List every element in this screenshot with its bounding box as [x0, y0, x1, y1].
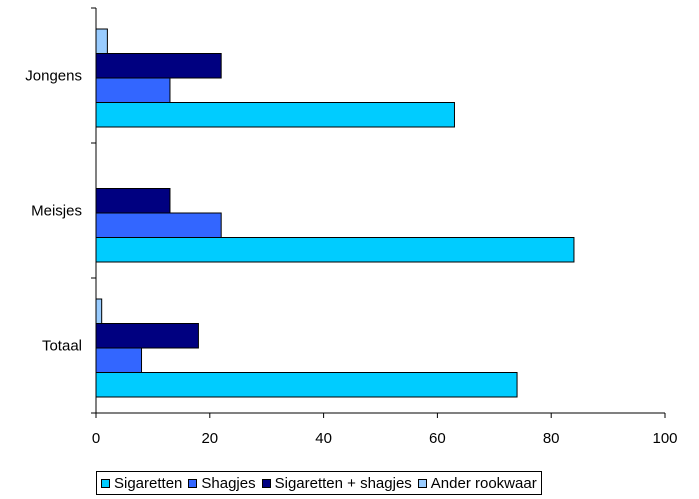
x-tick-label: 40	[315, 430, 332, 447]
legend-item-2: Sigaretten + shagjes	[261, 474, 412, 492]
bar-meisjes-1	[95, 212, 222, 238]
bar-jongens-1	[95, 77, 171, 103]
category-label-meisjes: Meisjes	[31, 203, 82, 220]
legend: Sigaretten Shagjes Sigaretten + shagjes And…	[96, 471, 542, 495]
x-tick-label: 100	[652, 430, 677, 447]
bar-totaal-0	[95, 372, 518, 398]
axes-group	[91, 7, 666, 418]
bar-totaal-1	[95, 347, 143, 373]
legend-swatch	[417, 478, 427, 488]
bar-meisjes-2	[95, 188, 171, 214]
x-tick-label: 20	[201, 430, 218, 447]
bars-group	[95, 28, 575, 398]
bar-totaal-3	[95, 298, 103, 324]
legend-item-1: Shagjes	[188, 474, 256, 492]
legend-label: Sigaretten + shagjes	[274, 474, 412, 492]
legend-swatch	[261, 478, 271, 488]
x-tick-label: 80	[543, 430, 560, 447]
bar-totaal-2	[95, 323, 199, 349]
bar-meisjes-0	[95, 237, 575, 263]
legend-swatch	[188, 478, 198, 488]
x-tick-label: 60	[429, 430, 446, 447]
labels-group: 0 20 40 60 80 100 Jongens Meisjes Totaal	[25, 68, 677, 448]
legend-label: Ander rookwaar	[430, 474, 537, 492]
bar-jongens-2	[95, 53, 222, 79]
category-label-jongens: Jongens	[25, 68, 82, 85]
legend-item-3: Ander rookwaar	[417, 474, 537, 492]
legend-label: Shagjes	[201, 474, 256, 492]
legend-label: Sigaretten	[114, 474, 183, 492]
legend-item-0: Sigaretten	[101, 475, 182, 492]
category-label-totaal: Totaal	[42, 338, 82, 355]
bar-jongens-0	[95, 102, 455, 128]
x-tick-label: 0	[92, 430, 100, 447]
bar-jongens-3	[95, 28, 108, 54]
legend-swatch	[101, 478, 110, 488]
